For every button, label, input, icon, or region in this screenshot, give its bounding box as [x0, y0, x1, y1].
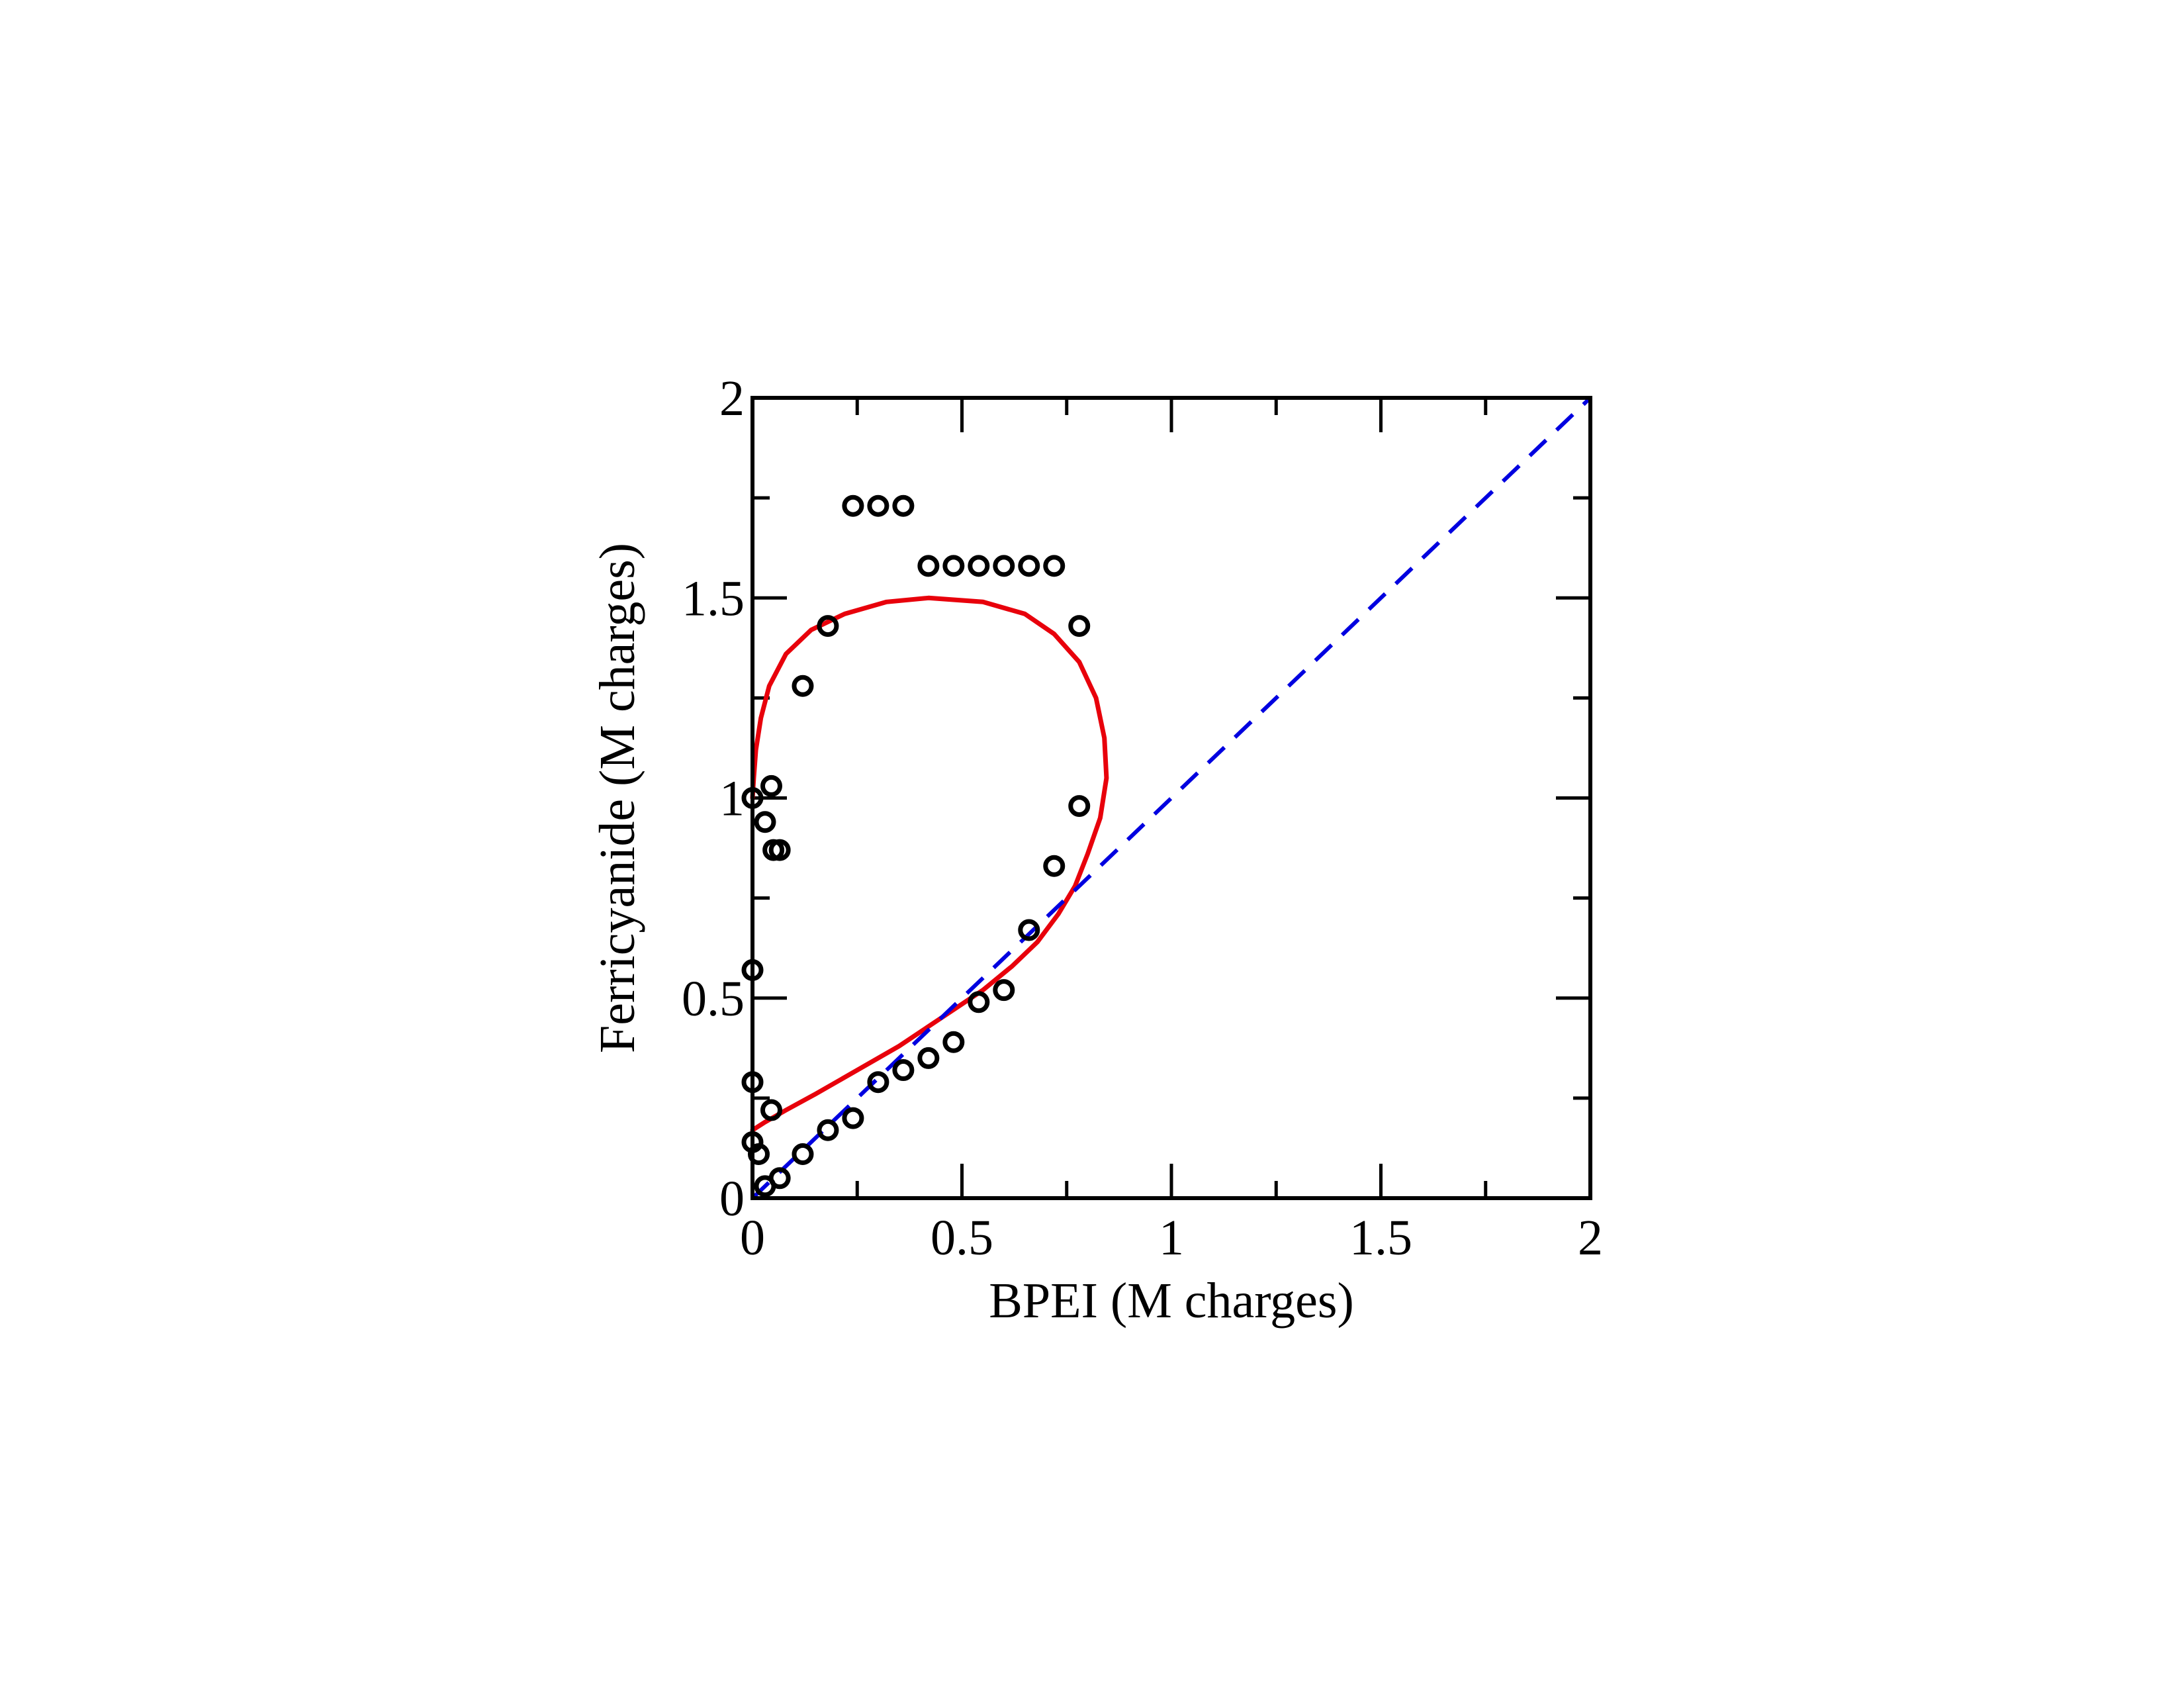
x-axis-label: BPEI (M charges) [989, 1273, 1354, 1329]
data-point [968, 991, 990, 1013]
y-tick-label: 0.5 [682, 971, 745, 1027]
data-point [792, 675, 814, 697]
x-tick-label: 1.5 [1349, 1210, 1412, 1266]
x-tick-label: 0 [740, 1210, 765, 1266]
data-point [817, 615, 839, 637]
data-point [1068, 615, 1091, 637]
data-point [747, 1143, 770, 1166]
diagonal-dashed-line [751, 396, 1592, 1200]
plot-frame [751, 396, 1592, 1200]
data-point [1018, 555, 1040, 577]
tick-labels: 0 0.5 1 1.5 2 0 0.5 1 1.5 2 [682, 371, 1603, 1266]
fit-curve [750, 595, 1109, 1133]
data-point [993, 979, 1015, 1002]
data-point [892, 494, 915, 517]
data-point [892, 1059, 915, 1082]
data-point [917, 1047, 940, 1069]
data-point [754, 811, 776, 833]
data-point [1043, 855, 1066, 877]
y-axis-label: Ferricyanide (M charges) [590, 543, 645, 1053]
data-point [1018, 919, 1040, 941]
data-point [942, 555, 965, 577]
data-point [817, 1119, 839, 1141]
data-point [917, 555, 940, 577]
data-point [842, 1107, 864, 1129]
data-point [842, 494, 864, 517]
data-point [1068, 795, 1091, 818]
data-point [867, 494, 889, 517]
data-point [760, 774, 782, 797]
x-tick-label: 2 [1578, 1210, 1603, 1266]
data-point [760, 1099, 782, 1121]
data-point [1043, 555, 1066, 577]
series-layer [741, 396, 1592, 1200]
x-tick-label: 1 [1159, 1210, 1184, 1266]
data-point [968, 555, 990, 577]
data-point [792, 1143, 814, 1166]
data-point [993, 555, 1015, 577]
data-point [768, 839, 791, 861]
y-tick-label: 1.5 [682, 571, 745, 626]
y-tick-label: 0 [719, 1171, 745, 1227]
data-point [942, 1031, 965, 1053]
y-tick-label: 2 [719, 371, 745, 426]
y-tick-label: 1 [719, 771, 745, 827]
x-tick-label: 0.5 [931, 1210, 993, 1266]
data-point [867, 1071, 889, 1094]
data-point [768, 1167, 791, 1190]
